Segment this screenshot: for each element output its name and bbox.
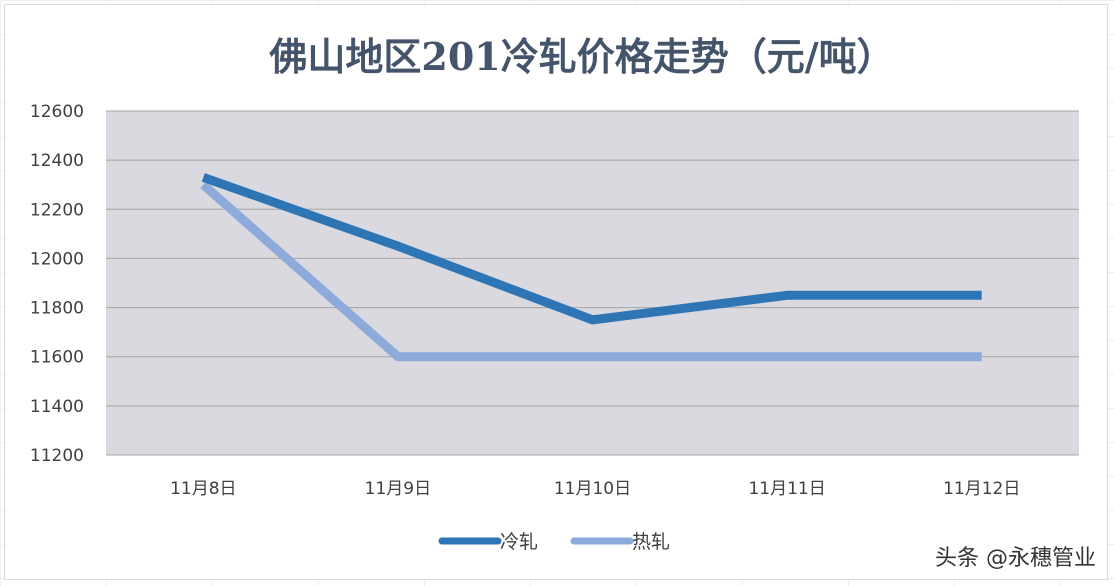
x-tick-label: 11月9日 bbox=[365, 479, 431, 499]
y-tick-label: 11800 bbox=[30, 299, 84, 319]
legend-label: 冷轧 bbox=[500, 531, 538, 553]
y-tick-label: 11600 bbox=[30, 348, 84, 368]
x-tick-label: 11月12日 bbox=[943, 479, 1020, 499]
y-tick-label: 11200 bbox=[30, 446, 84, 466]
y-tick-label: 12000 bbox=[30, 249, 84, 269]
y-tick-label: 12200 bbox=[30, 200, 84, 220]
x-tick-label: 11月11日 bbox=[748, 479, 825, 499]
y-tick-label: 11400 bbox=[30, 397, 84, 417]
y-tick-label: 12600 bbox=[30, 102, 84, 122]
chart-title: 佛山地区201冷轧价格走势（元/吨） bbox=[268, 34, 894, 79]
y-tick-label: 12400 bbox=[30, 151, 84, 171]
plot-area[interactable] bbox=[106, 111, 1079, 455]
watermark: 头条 @永穗管业 bbox=[931, 538, 1100, 574]
x-tick-label: 11月8日 bbox=[170, 479, 236, 499]
legend-label: 热轧 bbox=[632, 531, 670, 553]
x-tick-label: 11月10日 bbox=[554, 479, 631, 499]
